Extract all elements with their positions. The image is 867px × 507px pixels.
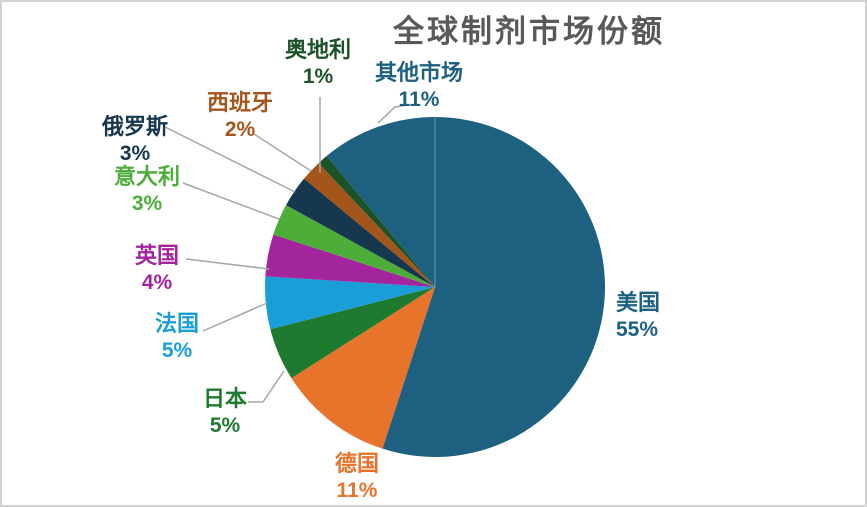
leader-line-5: [182, 182, 280, 220]
pie-slice-1: [291, 287, 435, 449]
leader-line-6: [164, 126, 296, 193]
leader-line-2: [248, 370, 285, 403]
pie-slice-9: [326, 117, 435, 287]
leader-line-7: [253, 133, 312, 172]
pie-slice-4: [265, 234, 435, 287]
pie-slice-8: [318, 156, 435, 287]
pie-slice-0: [382, 117, 606, 457]
leader-line-4: [185, 258, 270, 270]
pie-slice-5: [273, 205, 435, 287]
leader-line-3: [202, 302, 268, 332]
pie-slice-2: [270, 287, 435, 379]
pie-slice-7: [304, 163, 435, 287]
pie-slice-6: [286, 178, 435, 287]
chart-title: 全球制剂市场份额: [393, 14, 665, 49]
leader-line-9: [377, 104, 409, 124]
pie-slice-3: [265, 276, 435, 330]
